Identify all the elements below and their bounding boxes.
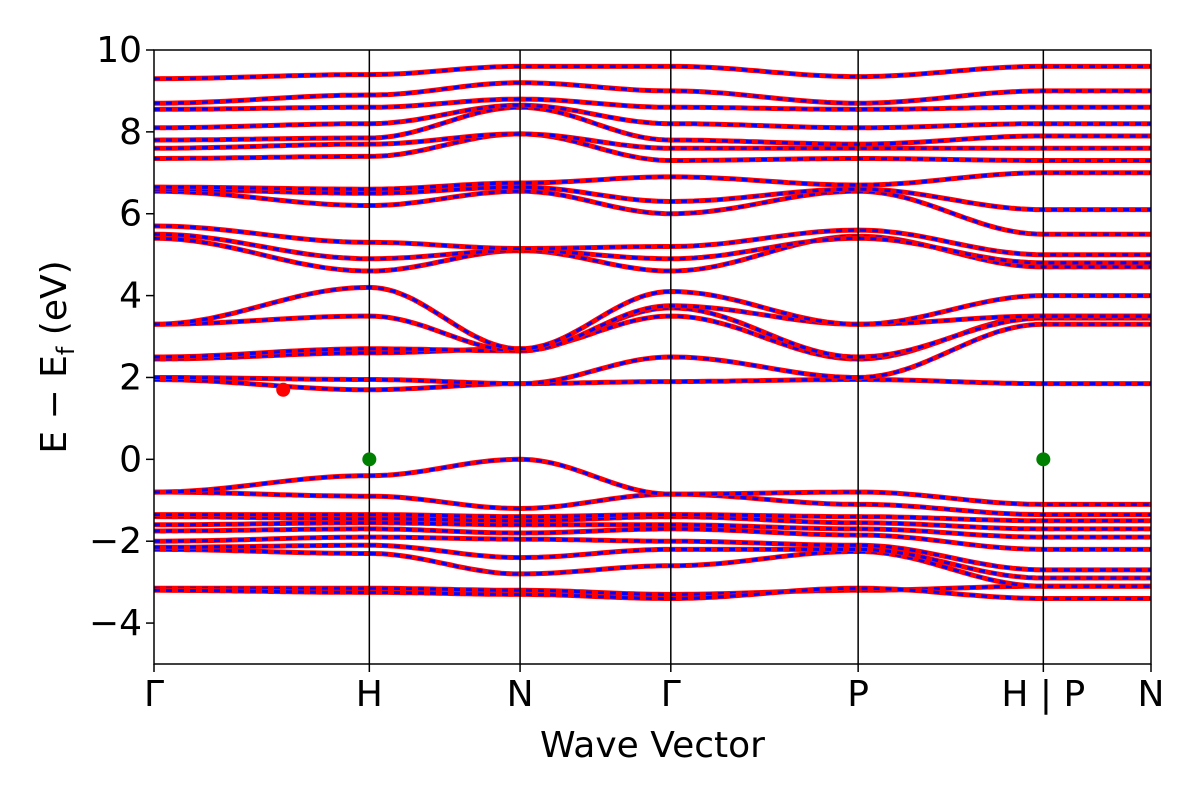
band-extremum-marker-2	[1036, 452, 1051, 467]
x-tick-label-4: P	[847, 674, 869, 715]
y-tick-label-5: 0	[119, 439, 142, 480]
y-axis-title: E − Ef (eV)	[34, 260, 80, 453]
y-tick-label-6: −2	[89, 521, 142, 562]
y-tick-label-2: 6	[119, 194, 142, 235]
y-tick-label-7: −4	[89, 603, 142, 644]
x-tick-label-2: N	[507, 674, 534, 715]
high-symmetry-lines	[368, 50, 1045, 664]
band-line-22	[154, 170, 1151, 192]
band-extremum-marker-0	[276, 382, 291, 397]
x-axis-title: Wave Vector	[540, 725, 765, 766]
plot-frame	[153, 49, 1152, 665]
band-line-28	[154, 80, 1151, 106]
y-tick-label-3: 4	[119, 276, 142, 317]
x-tick-label-1: H	[356, 674, 383, 715]
x-axis-ticks: Γ H N Γ P H | P N	[144, 664, 1165, 715]
y-tick-label-1: 8	[119, 112, 142, 153]
y-tick-label-4: 2	[119, 357, 142, 398]
markers-layer	[276, 382, 1051, 467]
y-axis-ticks: 10 8 6 4 2 0 −2 −4	[89, 30, 154, 644]
x-tick-label-0: Γ	[144, 674, 164, 715]
x-tick-label-6: N	[1138, 674, 1165, 715]
y-axis-title-subscript: f	[52, 346, 80, 355]
band-extremum-marker-1	[362, 452, 377, 467]
bands-layer	[153, 63, 1151, 601]
y-axis-title-main: E − E	[34, 355, 75, 454]
y-tick-label-0: 10	[96, 30, 142, 71]
x-tick-label-3: Γ	[661, 674, 681, 715]
y-axis-title-unit: (eV)	[34, 260, 75, 346]
x-tick-label-5: H | P	[1001, 674, 1085, 715]
